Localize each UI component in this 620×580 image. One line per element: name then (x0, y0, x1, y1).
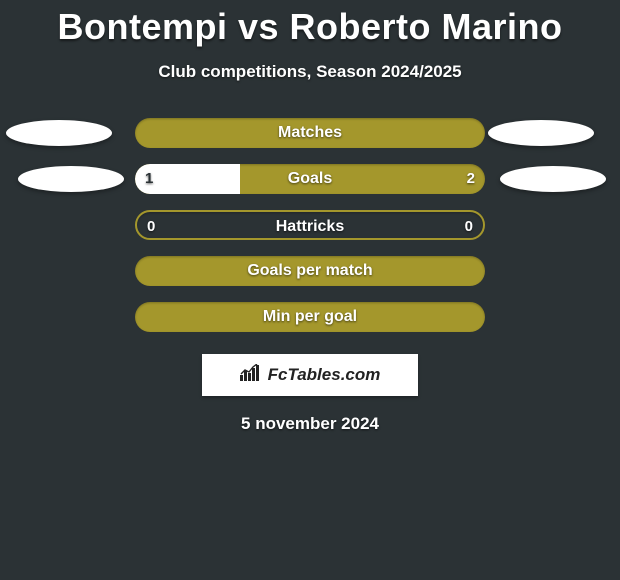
bar-label: Hattricks (137, 212, 483, 240)
avatar-placeholder (6, 120, 112, 146)
date-text: 5 november 2024 (0, 414, 620, 434)
bar-value-right: 2 (467, 164, 475, 194)
stat-row-hattricks: Hattricks0 0 (0, 202, 620, 248)
bar-chart-icon (240, 364, 262, 387)
bar-track: Hattricks0 0 (135, 210, 485, 240)
bar-value-right: 0 (465, 212, 473, 240)
attribution-box: FcTables.com (202, 354, 418, 396)
bar-label: Goals per match (135, 256, 485, 286)
bar-track: Min per goal (135, 302, 485, 332)
stat-row-goals: Goals12 (0, 156, 620, 202)
infographic-root: Bontempi vs Roberto Marino Club competit… (0, 6, 620, 434)
bar-track: Matches (135, 118, 485, 148)
stat-row-mpg: Min per goal (0, 294, 620, 340)
page-subtitle: Club competitions, Season 2024/2025 (0, 62, 620, 82)
bar-value-left: 0 (147, 212, 155, 240)
avatar-placeholder (18, 166, 124, 192)
bar-label: Min per goal (135, 302, 485, 332)
bar-track: Goals per match (135, 256, 485, 286)
page-title: Bontempi vs Roberto Marino (0, 6, 620, 48)
bar-value-left: 1 (145, 164, 153, 194)
stat-rows: MatchesGoals12Hattricks00Goals per match… (0, 110, 620, 340)
bar-label: Matches (135, 118, 485, 148)
attribution-text: FcTables.com (268, 365, 381, 385)
avatar-placeholder (488, 120, 594, 146)
avatar-placeholder (500, 166, 606, 192)
stat-row-matches: Matches (0, 110, 620, 156)
stat-row-gpm: Goals per match (0, 248, 620, 294)
bar-track: Goals12 (135, 164, 485, 194)
